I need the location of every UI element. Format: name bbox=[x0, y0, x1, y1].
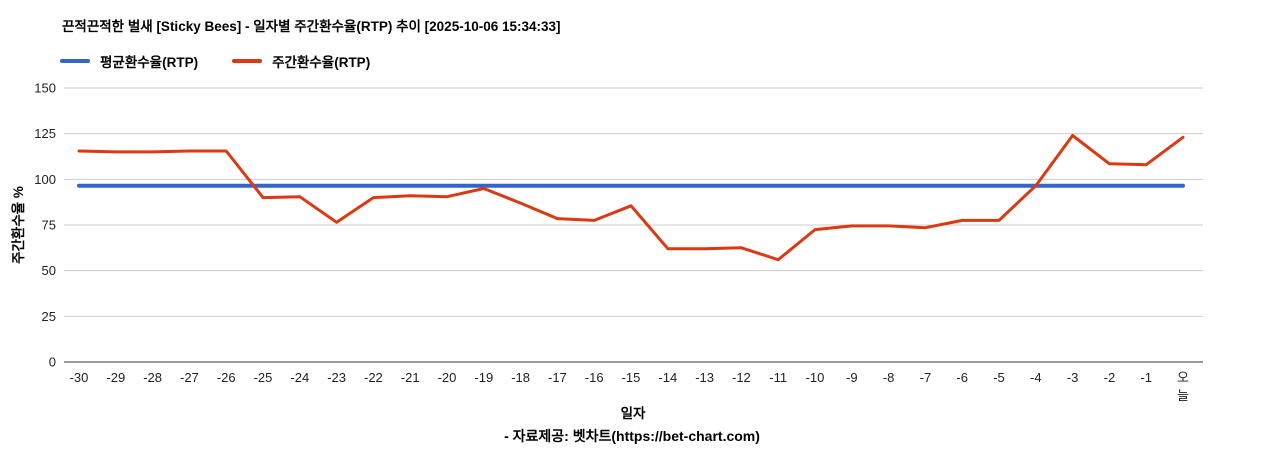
chart-legend: 평균환수율(RTP) 주간환수율(RTP) bbox=[60, 51, 370, 71]
x-tick-label: -21 bbox=[401, 370, 420, 385]
x-tick-label: -14 bbox=[658, 370, 677, 385]
x-tick-label: -10 bbox=[806, 370, 825, 385]
x-tick-label: -11 bbox=[769, 370, 787, 385]
x-tick-label: -19 bbox=[474, 370, 493, 385]
x-tick-label: -13 bbox=[695, 370, 714, 385]
weekly-rtp-line bbox=[77, 134, 1185, 262]
x-tick-label: -18 bbox=[511, 370, 530, 385]
x-tick-label: -16 bbox=[585, 370, 604, 385]
x-tick-label: -4 bbox=[1030, 370, 1042, 385]
x-tick-label: -22 bbox=[364, 370, 383, 385]
y-tick-label: 125 bbox=[34, 126, 56, 141]
x-tick-label: -1 bbox=[1140, 370, 1152, 385]
y-tick-label: 0 bbox=[49, 355, 56, 370]
y-tick-label: 25 bbox=[42, 309, 56, 324]
x-tick-label: -6 bbox=[956, 370, 968, 385]
x-tick-label: -7 bbox=[920, 370, 932, 385]
x-tick-label: -26 bbox=[217, 370, 236, 385]
x-tick-label: -15 bbox=[622, 370, 641, 385]
x-tick-label: -20 bbox=[438, 370, 457, 385]
x-tick-label: -25 bbox=[254, 370, 273, 385]
chart-title: 끈적끈적한 벌새 [Sticky Bees] - 일자별 주간환수율(RTP) … bbox=[62, 19, 561, 34]
weekly-rtp-line-swatch-icon bbox=[232, 59, 263, 63]
legend-label-weekly-rtp: 주간환수율(RTP) bbox=[272, 55, 371, 70]
average-rtp-line-swatch-icon bbox=[60, 59, 90, 63]
x-tick-label: -29 bbox=[106, 370, 125, 385]
x-axis-title: 일자 bbox=[620, 406, 646, 421]
x-tick-label: -9 bbox=[846, 370, 858, 385]
legend-label-average-rtp: 평균환수율(RTP) bbox=[100, 55, 199, 70]
x-tick-label: -28 bbox=[143, 370, 162, 385]
y-tick-label: 50 bbox=[42, 263, 56, 278]
data-source-caption: - 자료제공: 벳차트(https://bet-chart.com) bbox=[504, 428, 760, 444]
x-tick-label: -5 bbox=[993, 370, 1005, 385]
legend-item-weekly-rtp[interactable]: 주간환수율(RTP) bbox=[232, 51, 370, 71]
x-tick-label: -27 bbox=[180, 370, 199, 385]
x-tick-label: -12 bbox=[732, 370, 751, 385]
y-tick-label: 100 bbox=[34, 172, 56, 187]
x-tick-label: -24 bbox=[290, 370, 309, 385]
y-tick-label: 75 bbox=[42, 218, 56, 233]
x-tick-label: -3 bbox=[1067, 370, 1079, 385]
y-tick-label: 150 bbox=[34, 81, 56, 96]
x-tick-label: -30 bbox=[70, 370, 89, 385]
legend-item-average-rtp[interactable]: 평균환수율(RTP) bbox=[60, 51, 198, 71]
x-tick-label: -8 bbox=[883, 370, 895, 385]
x-tick-label: -23 bbox=[327, 370, 346, 385]
x-tick-label: -2 bbox=[1104, 370, 1116, 385]
x-tick-label: -17 bbox=[548, 370, 567, 385]
